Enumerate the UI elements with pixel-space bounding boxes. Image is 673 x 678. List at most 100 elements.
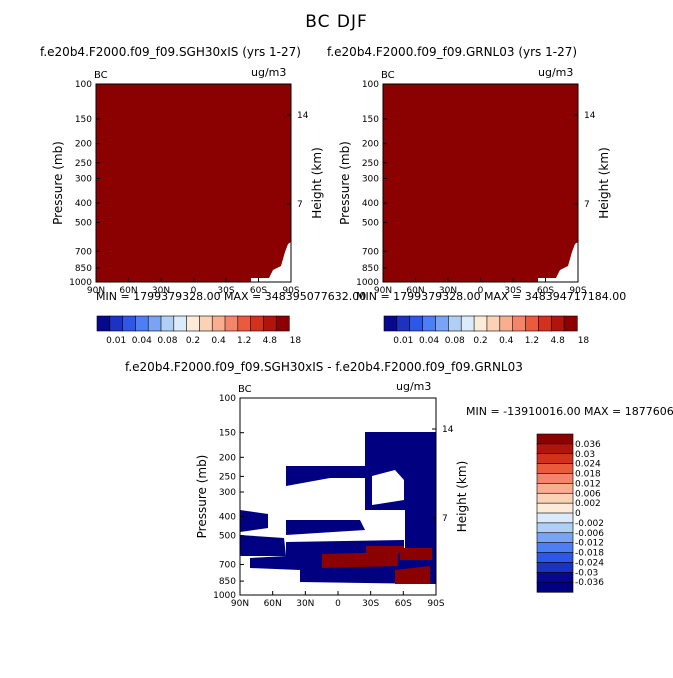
colorbar-label: -0.024 <box>575 558 604 568</box>
colorbar-box <box>536 562 574 573</box>
variable-label: BC <box>238 384 252 395</box>
variable-label: BC <box>94 70 108 81</box>
x-tick-label: 90S <box>569 286 586 296</box>
colorbar-box <box>460 315 475 332</box>
colorbar-label: 0.2 <box>473 336 487 346</box>
colorbar-box <box>525 315 539 332</box>
colorbar-label: 1.2 <box>525 336 539 346</box>
x-tick-label: 30N <box>296 599 314 609</box>
x-tick-label: 0 <box>191 286 197 296</box>
colorbar-box <box>473 315 488 332</box>
y-tick-label: 100 <box>219 394 236 404</box>
colorbar-box <box>396 315 411 332</box>
max-label: MAX = 18776064 <box>584 405 673 418</box>
chart-panel-3: f.e20b4.F2000.f09_f09.SGH30xIS - f.e20b4… <box>125 360 673 609</box>
panel-title: f.e20b4.F2000.f09_f09.GRNL03 (yrs 1-27) <box>327 45 577 59</box>
colorbar-box <box>536 512 574 524</box>
y-tick-label: 850 <box>219 577 236 587</box>
colorbar-box <box>422 315 437 332</box>
colorbar-box <box>96 315 111 332</box>
colorbar-box <box>536 571 574 583</box>
y-axis-title: Pressure (mb) <box>195 455 209 539</box>
colorbar-box <box>211 315 226 332</box>
difference-region <box>372 470 404 505</box>
colorbar-box <box>536 443 574 455</box>
colorbar-box <box>263 315 277 332</box>
colorbar-box <box>536 492 574 504</box>
colorbar-label: 0.08 <box>157 336 177 346</box>
y-tick-label: 200 <box>362 140 379 150</box>
colorbar-box <box>536 522 574 534</box>
y-tick-label: 100 <box>75 80 92 90</box>
y-tick-label: 1000 <box>69 278 92 288</box>
y-axis-title: Pressure (mb) <box>51 141 65 225</box>
y-tick-label: 700 <box>219 560 236 570</box>
colorbar: 0.01 0.04 0.08 0.2 0.4 1.2 4.8 18 <box>383 315 589 346</box>
colorbar-box <box>173 315 188 332</box>
y-tick-label: 200 <box>219 453 236 463</box>
colorbar: 0.01 0.04 0.08 0.2 0.4 1.2 4.8 18 <box>96 315 301 346</box>
colorbar-box <box>499 315 514 332</box>
units-label: ug/m3 <box>396 380 431 393</box>
colorbar-label: -0.036 <box>575 578 604 588</box>
colorbar-label: 0.002 <box>575 499 601 509</box>
y-tick-label: 400 <box>219 513 236 523</box>
colorbar-label: 0.036 <box>575 440 601 450</box>
colorbar-box <box>160 315 175 332</box>
difference-region <box>240 510 268 532</box>
colorbar-box <box>536 581 574 593</box>
x-tick-label: 30N <box>152 286 170 296</box>
colorbar-box <box>512 315 527 332</box>
x-tick-label: 90N <box>231 599 249 609</box>
y-tick-label: 300 <box>75 174 92 184</box>
x-tick-label: 60S <box>537 286 554 296</box>
y-tick-label: 250 <box>362 159 379 169</box>
y-tick-label: 400 <box>362 199 379 209</box>
y-right-tick-label: 14 <box>584 111 596 121</box>
colorbar-label: -0.002 <box>575 519 604 529</box>
y-tick-label: 1000 <box>213 591 236 601</box>
y-tick-label: 250 <box>219 472 236 482</box>
max-label: MAX = 348394717184.00 <box>484 290 626 303</box>
colorbar-label: 4.8 <box>263 336 278 346</box>
colorbar-label: 0 <box>575 509 581 519</box>
x-tick-label: 60S <box>395 599 412 609</box>
colorbar-label: 0.024 <box>575 460 601 470</box>
colorbar-label: 0.04 <box>419 336 439 346</box>
colorbar-box <box>147 315 162 332</box>
colorbar-label: -0.012 <box>575 539 604 549</box>
y-tick-label: 300 <box>362 174 379 184</box>
y-right-tick-label: 14 <box>297 111 309 121</box>
colorbar-label: 0.018 <box>575 470 601 480</box>
min-label: MIN = -13910016.00 <box>466 405 581 418</box>
colorbar-label: 1.2 <box>237 336 251 346</box>
colorbar-box <box>536 483 574 494</box>
colorbar-box <box>224 315 239 332</box>
x-tick-label: 0 <box>478 286 484 296</box>
x-tick-label: 90N <box>374 286 392 296</box>
colorbar-box <box>536 433 574 445</box>
y-tick-label: 850 <box>362 264 379 274</box>
difference-region <box>240 535 286 556</box>
difference-region <box>400 548 432 560</box>
colorbar-box <box>536 473 574 484</box>
y-axis-title: Pressure (mb) <box>338 141 352 225</box>
colorbar-box <box>536 552 574 563</box>
y-axis-right-title: Height (km) <box>455 461 469 532</box>
colorbar-box <box>536 463 574 475</box>
colorbar-label: 0.01 <box>393 336 413 346</box>
colorbar-label: -0.018 <box>575 549 604 559</box>
topography-mask <box>538 242 578 282</box>
difference-region <box>366 546 404 553</box>
y-tick-label: 1000 <box>356 278 379 288</box>
panel-title: f.e20b4.F2000.f09_f09.SGH30xIS - f.e20b4… <box>125 360 523 374</box>
colorbar-box <box>275 315 290 332</box>
units-label: ug/m3 <box>251 66 286 79</box>
colorbar-label: 0.012 <box>575 479 601 489</box>
colorbar-label: 0.03 <box>575 450 595 460</box>
y-tick-label: 700 <box>362 247 379 257</box>
y-tick-label: 150 <box>362 115 379 125</box>
colorbar-box <box>563 315 578 332</box>
colorbar-box <box>550 315 565 332</box>
